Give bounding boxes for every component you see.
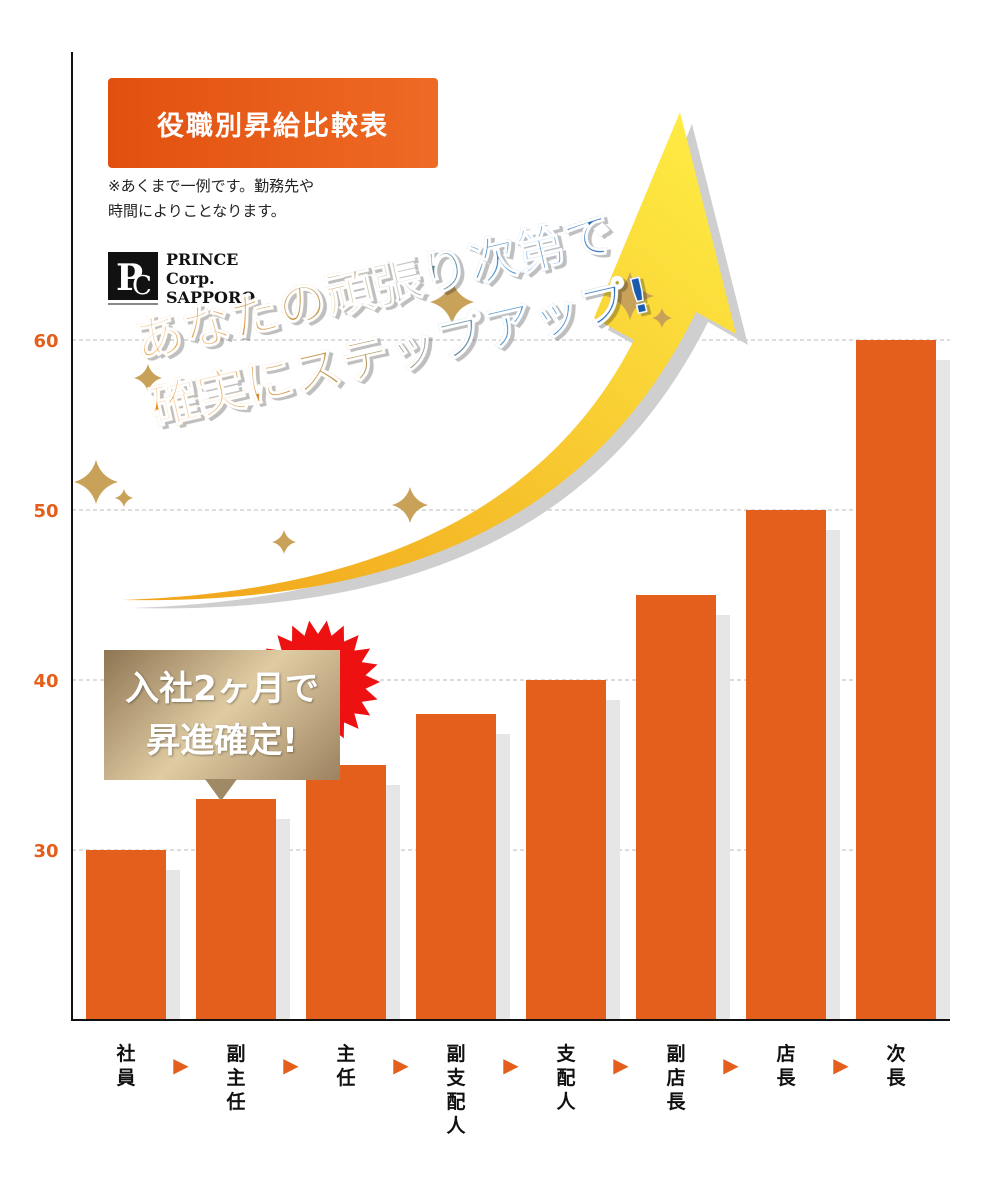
category-separator-icon: ▶ — [613, 1053, 629, 1077]
y-tick-label: 60 — [33, 331, 58, 352]
x-category-label: 任 — [225, 1090, 245, 1113]
sparkle-icon — [115, 489, 133, 507]
y-tick-labels: 30 40 50 60 — [33, 331, 58, 862]
category-separators: ▶ ▶ ▶ ▶ ▶ ▶ ▶ — [173, 1053, 849, 1077]
chart-title: 役職別昇給比較表 — [108, 78, 438, 168]
x-category-label: 社 — [115, 1042, 135, 1065]
sparkles — [74, 272, 672, 554]
bar — [526, 680, 606, 1020]
callout-line-2: 昇進確定! — [146, 721, 298, 761]
svg-text:C: C — [132, 271, 152, 301]
x-category-label: 店 — [666, 1066, 685, 1089]
x-category-label: 副 — [226, 1043, 245, 1065]
company-name-line: PRINCE — [166, 250, 239, 269]
x-category-label: 長 — [886, 1067, 906, 1089]
x-category-label: 副 — [446, 1043, 465, 1065]
sparkle-icon — [606, 272, 654, 320]
category-separator-icon: ▶ — [503, 1053, 519, 1077]
sparkle-icon — [134, 364, 162, 392]
company-name: PRINCE Corp. SAPPORO — [166, 250, 255, 307]
sparkle-icon — [392, 487, 428, 523]
bar — [636, 595, 716, 1020]
bar — [746, 510, 826, 1020]
x-category-label: 長 — [776, 1067, 796, 1089]
sparkle-icon — [272, 530, 296, 554]
company-name-line: Corp. — [166, 269, 215, 288]
x-category-label: 主 — [226, 1067, 245, 1089]
x-category-label: 人 — [446, 1115, 466, 1137]
callout-line-1: 入社2ヶ月で — [125, 669, 319, 709]
callout-pointer — [205, 779, 237, 801]
category-separator-icon: ▶ — [283, 1053, 299, 1077]
y-tick-label: 30 — [33, 841, 58, 862]
up-arrow-graphic — [122, 112, 748, 609]
up-arrow — [122, 112, 736, 601]
bar — [86, 850, 166, 1020]
company-name-line: SAPPORO — [166, 288, 255, 307]
x-category-label: 員 — [116, 1067, 135, 1089]
bar — [416, 714, 496, 1020]
bar — [196, 799, 276, 1020]
svg-text:P: P — [116, 257, 143, 299]
x-category-label: 配 — [446, 1091, 465, 1113]
sparkle-icon — [652, 308, 672, 328]
axes — [71, 52, 950, 1021]
category-separator-icon: ▶ — [833, 1053, 849, 1077]
bars — [86, 340, 950, 1020]
sparkle-icon — [430, 280, 474, 324]
x-category-label: 副 — [666, 1043, 685, 1065]
promotion-callout: 入社2ヶ月で 昇進確定! — [104, 650, 340, 780]
prince-logo-icon: P C — [108, 252, 158, 305]
disclaimer-note: ※あくまで一例です。勤務先や 時間によりことなります。 — [108, 177, 315, 220]
y-tick-label: 50 — [33, 501, 58, 522]
y-tick-label: 40 — [33, 671, 58, 692]
bar — [856, 340, 936, 1020]
x-category-label: 任 — [335, 1066, 355, 1089]
category-separator-icon: ▶ — [173, 1053, 189, 1077]
sparkle-icon — [74, 460, 118, 504]
category-separator-icon: ▶ — [723, 1053, 739, 1077]
x-category-label: 支 — [445, 1067, 466, 1089]
x-category-label: 主 — [336, 1043, 355, 1065]
category-separator-icon: ▶ — [393, 1053, 409, 1077]
x-category-label: 店 — [776, 1042, 795, 1065]
bar — [306, 765, 386, 1020]
x-category-label: 支 — [555, 1043, 576, 1065]
x-category-label: 人 — [556, 1091, 576, 1113]
x-category-label: 長 — [666, 1091, 686, 1113]
x-category-label: 次 — [886, 1042, 905, 1065]
x-category-label: 配 — [556, 1067, 575, 1089]
